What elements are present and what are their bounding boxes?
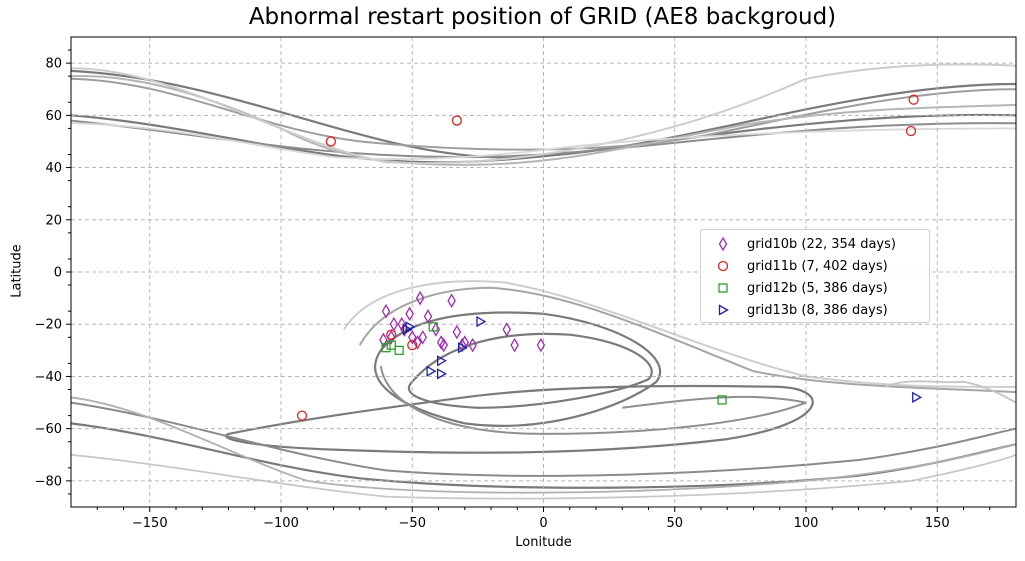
- x-tick-label: −50: [399, 516, 426, 531]
- x-tick-label: 100: [794, 516, 819, 531]
- data-point: [447, 293, 456, 309]
- ae8-contours: [70, 63, 1017, 500]
- y-axis-label: Latitude: [9, 244, 25, 298]
- y-tick-label: 20: [45, 213, 62, 228]
- legend-entry-grid13b: grid13b (8, 386 days): [701, 300, 929, 320]
- data-point: [394, 345, 404, 355]
- data-point: [436, 368, 447, 380]
- data-point: [386, 329, 396, 345]
- data-point: [717, 395, 727, 405]
- x-axis-label: Lonitude: [515, 535, 572, 550]
- legend-label-grid11b: grid11b (7, 402 days): [747, 259, 888, 274]
- data-point: [379, 332, 388, 348]
- data-marks: [296, 94, 923, 421]
- x-tick-label: −150: [132, 516, 168, 531]
- contour-line: [343, 280, 1017, 388]
- contour-line: [70, 77, 1017, 151]
- data-point: [386, 340, 396, 350]
- contour-line: [70, 63, 1017, 165]
- contour-line: [884, 380, 1017, 404]
- series-grid12b: [381, 322, 727, 405]
- legend-marker-grid12b: [718, 283, 728, 293]
- y-tick-label: 60: [45, 109, 62, 124]
- data-point: [381, 303, 391, 319]
- legend-entry-grid10b: grid10b (22, 354 days): [701, 234, 929, 254]
- data-point: [431, 322, 441, 337]
- legend-entry-grid12b: grid12b (5, 386 days): [701, 278, 929, 298]
- legend-label-grid10b: grid10b (22, 354 days): [747, 237, 896, 252]
- legend-entry-grid11b: grid11b (7, 402 days): [701, 256, 929, 276]
- contour-line: [379, 365, 807, 435]
- legend-marker-grid11b: [717, 260, 729, 272]
- data-point: [476, 315, 487, 328]
- y-tick-label: −60: [35, 422, 62, 437]
- data-point: [381, 343, 391, 353]
- contour-line: [70, 453, 1017, 500]
- data-point: [428, 322, 438, 332]
- contour-line: [225, 384, 814, 454]
- data-point: [397, 316, 407, 332]
- x-tick-label: 0: [539, 516, 547, 531]
- chart-title: Abnormal restart position of GRID (AE8 b…: [248, 4, 837, 30]
- data-point: [296, 410, 308, 421]
- data-point: [407, 329, 417, 345]
- data-point: [510, 337, 519, 353]
- data-point: [418, 329, 428, 345]
- data-point: [536, 337, 546, 353]
- legend-marker-shape: [717, 260, 729, 272]
- legend-marker-shape: [718, 304, 729, 316]
- data-point: [423, 309, 433, 324]
- data-point: [325, 136, 337, 147]
- contour-line: [70, 122, 1017, 161]
- y-tick-label: −20: [35, 318, 62, 333]
- data-point: [389, 316, 399, 332]
- data-point: [415, 290, 425, 306]
- data-point: [426, 365, 437, 377]
- x-tick-label: 150: [925, 516, 950, 531]
- data-point: [502, 322, 512, 337]
- series-grid13b: [402, 315, 923, 403]
- data-point: [413, 335, 422, 350]
- contour-line: [407, 332, 653, 409]
- y-tick-label: −80: [35, 474, 62, 489]
- x-tick-label: −100: [263, 516, 299, 531]
- data-point: [912, 391, 923, 403]
- legend-marker-shape: [718, 236, 728, 252]
- legend-marker-shape: [718, 283, 728, 293]
- data-point: [452, 324, 462, 340]
- legend: grid10b (22, 354 days) grid11b (7, 402 d…: [700, 229, 930, 323]
- data-point: [407, 339, 418, 351]
- data-point: [457, 337, 467, 353]
- y-tick-label: 80: [45, 57, 62, 72]
- legend-marker-grid10b: [718, 236, 728, 252]
- data-point: [386, 329, 397, 340]
- data-point: [905, 125, 917, 137]
- axis-ticks: −150 −100 −50 0 50 100 150 −80 −60 −40 −20 0 20 40 60 8…: [35, 49, 991, 531]
- y-tick-label: −40: [35, 370, 62, 385]
- data-point: [468, 337, 477, 353]
- legend-marker-grid13b: [718, 304, 729, 316]
- data-point: [405, 321, 416, 333]
- data-point: [402, 323, 413, 336]
- legend-label-grid13b: grid13b (8, 386 days): [747, 303, 888, 318]
- contour-line: [70, 401, 1017, 477]
- y-tick-label: 0: [54, 266, 62, 281]
- contour-line: [70, 396, 1017, 494]
- y-tick-label: 40: [45, 161, 62, 176]
- data-point: [405, 306, 414, 322]
- data-point: [457, 342, 468, 354]
- legend-label-grid12b: grid12b (5, 386 days): [747, 281, 888, 296]
- data-point: [908, 94, 919, 105]
- series-grid11b: [296, 94, 919, 421]
- data-point: [436, 355, 447, 367]
- x-tick-label: 50: [666, 516, 683, 531]
- data-point: [451, 115, 463, 126]
- series-grid10b: [379, 290, 546, 353]
- data-point: [439, 337, 449, 353]
- contour-line: [374, 311, 662, 427]
